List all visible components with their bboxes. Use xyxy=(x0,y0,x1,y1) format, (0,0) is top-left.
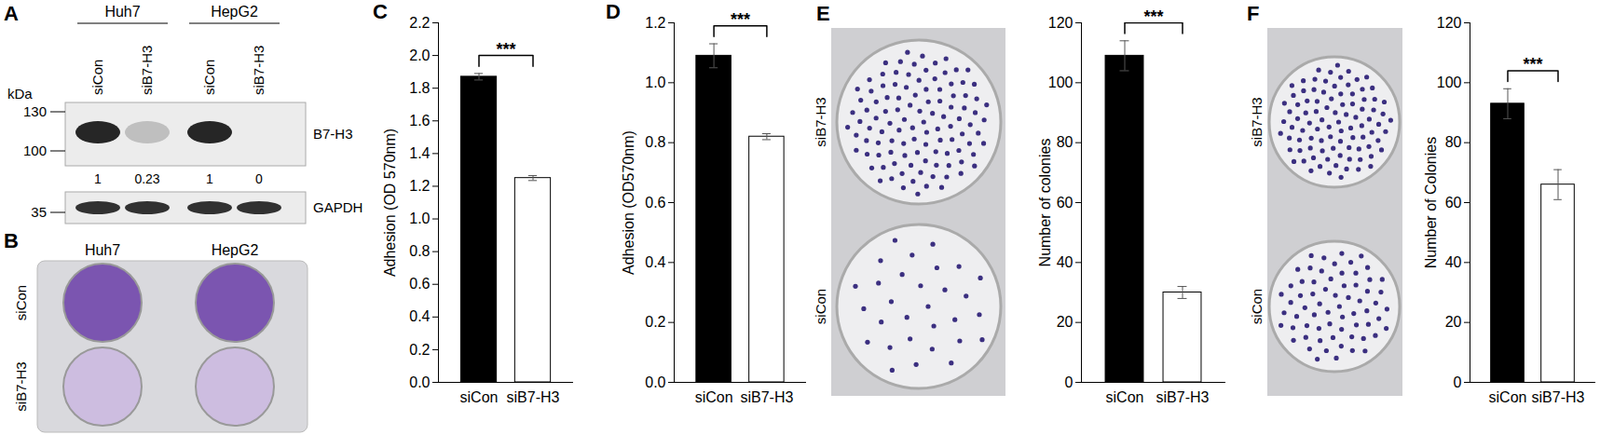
svg-text:siB7-H3: siB7-H3 xyxy=(138,45,155,96)
svg-text:100: 100 xyxy=(1048,74,1074,91)
svg-text:HepG2: HepG2 xyxy=(211,242,260,259)
svg-text:kDa: kDa xyxy=(7,85,33,102)
svg-text:siCon: siCon xyxy=(89,59,106,96)
svg-text:Adhesion (OD570nm): Adhesion (OD570nm) xyxy=(620,130,637,275)
svg-text:2.0: 2.0 xyxy=(409,47,430,64)
svg-text:siB7-H3: siB7-H3 xyxy=(1531,389,1586,406)
svg-text:siB7-H3: siB7-H3 xyxy=(1156,389,1210,406)
svg-text:0: 0 xyxy=(1453,374,1463,391)
svg-text:0: 0 xyxy=(255,171,263,187)
svg-text:A: A xyxy=(3,1,19,26)
svg-text:0.8: 0.8 xyxy=(409,243,430,260)
svg-text:siCon: siCon xyxy=(201,59,218,96)
svg-text:B: B xyxy=(3,229,19,253)
svg-text:0.23: 0.23 xyxy=(134,171,160,187)
svg-text:100: 100 xyxy=(23,142,47,159)
svg-text:0.2: 0.2 xyxy=(409,341,430,358)
svg-text:siB7-H3: siB7-H3 xyxy=(739,389,794,406)
svg-text:1.2: 1.2 xyxy=(409,177,430,194)
svg-text:1.0: 1.0 xyxy=(409,210,430,227)
svg-text:1.4: 1.4 xyxy=(409,145,430,162)
svg-text:0.4: 0.4 xyxy=(644,254,666,271)
svg-text:***: *** xyxy=(730,10,751,29)
svg-text:Number of Colonies: Number of Colonies xyxy=(1422,136,1439,269)
svg-text:120: 120 xyxy=(1048,14,1074,31)
svg-text:siCon: siCon xyxy=(695,389,734,406)
svg-text:0.2: 0.2 xyxy=(644,314,666,330)
svg-text:40: 40 xyxy=(1445,254,1463,271)
svg-text:HepG2: HepG2 xyxy=(210,3,259,20)
svg-text:Huh7: Huh7 xyxy=(104,3,140,20)
svg-text:2.2: 2.2 xyxy=(409,14,430,31)
svg-text:1: 1 xyxy=(94,171,102,187)
svg-text:siB7-H3: siB7-H3 xyxy=(1248,96,1265,147)
svg-text:siCon: siCon xyxy=(1489,389,1528,406)
svg-text:siCon: siCon xyxy=(1248,288,1265,325)
svg-text:B7-H3: B7-H3 xyxy=(313,125,354,142)
svg-text:siB7-H3: siB7-H3 xyxy=(250,45,267,96)
svg-text:0.4: 0.4 xyxy=(409,308,430,325)
html-text:C: C xyxy=(372,0,388,24)
svg-text:80: 80 xyxy=(1056,134,1074,151)
svg-text:1.6: 1.6 xyxy=(409,112,430,129)
svg-text:0.6: 0.6 xyxy=(644,194,666,211)
svg-text:siB7-H3: siB7-H3 xyxy=(506,389,561,406)
svg-text:40: 40 xyxy=(1056,254,1074,271)
svg-text:1.8: 1.8 xyxy=(409,80,430,96)
svg-text:0.0: 0.0 xyxy=(644,374,666,391)
svg-text:F: F xyxy=(1246,1,1259,26)
svg-text:60: 60 xyxy=(1445,194,1463,211)
svg-text:***: *** xyxy=(495,40,516,59)
svg-text:siCon: siCon xyxy=(1106,389,1145,406)
html-text:D: D xyxy=(605,0,621,24)
svg-text:20: 20 xyxy=(1445,314,1463,330)
svg-text:120: 120 xyxy=(1436,14,1463,31)
svg-text:1: 1 xyxy=(205,171,214,187)
svg-text:E: E xyxy=(816,1,831,26)
svg-text:1.0: 1.0 xyxy=(644,74,666,91)
svg-text:80: 80 xyxy=(1445,134,1463,151)
svg-text:0.0: 0.0 xyxy=(409,374,430,391)
svg-text:20: 20 xyxy=(1056,314,1074,330)
svg-text:0.8: 0.8 xyxy=(644,134,666,151)
svg-text:***: *** xyxy=(1143,7,1163,27)
svg-text:siB7-H3: siB7-H3 xyxy=(812,96,829,147)
svg-text:1.2: 1.2 xyxy=(644,14,666,31)
svg-text:GAPDH: GAPDH xyxy=(313,199,363,216)
svg-text:siCon: siCon xyxy=(460,389,499,406)
svg-text:Adhesion (OD 570nm): Adhesion (OD 570nm) xyxy=(382,128,398,277)
svg-text:siB7-H3: siB7-H3 xyxy=(13,361,29,411)
svg-text:100: 100 xyxy=(1436,74,1463,91)
svg-text:0.6: 0.6 xyxy=(409,275,430,292)
svg-text:60: 60 xyxy=(1056,194,1074,211)
svg-text:siCon: siCon xyxy=(812,288,829,325)
svg-text:Number of colonies: Number of colonies xyxy=(1037,138,1053,268)
svg-text:***: *** xyxy=(1522,54,1543,74)
svg-text:35: 35 xyxy=(30,204,47,220)
svg-text:130: 130 xyxy=(23,103,47,120)
svg-text:Huh7: Huh7 xyxy=(84,242,121,259)
svg-text:siCon: siCon xyxy=(13,285,29,321)
svg-text:0: 0 xyxy=(1065,374,1074,391)
